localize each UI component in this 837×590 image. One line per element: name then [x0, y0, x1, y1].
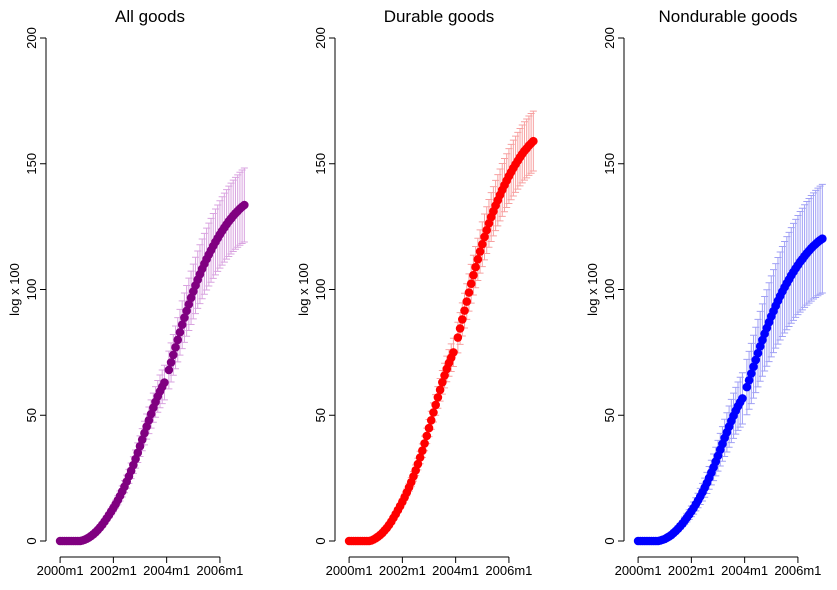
x-tick-label: 2006m1 [485, 563, 532, 578]
data-point [429, 408, 438, 417]
data-point [184, 300, 194, 309]
data-point [464, 288, 474, 297]
data-point [180, 313, 189, 322]
data-point [751, 355, 761, 365]
x-tick-label: 2002m1 [668, 563, 715, 578]
data-point [431, 400, 440, 410]
x-tick-label: 2002m1 [90, 563, 137, 578]
data-point [449, 348, 458, 357]
data-point [480, 232, 489, 242]
data-point [818, 234, 827, 243]
data-point [177, 320, 187, 330]
data-point [477, 239, 487, 249]
data-point [744, 375, 754, 385]
data-point [469, 270, 478, 280]
y-tick-label: 150 [24, 153, 39, 175]
y-tick-label: 0 [602, 537, 617, 544]
data-point [475, 247, 485, 256]
data-point [240, 200, 249, 210]
data-point [738, 394, 747, 403]
data-point [166, 358, 176, 367]
data-point [171, 343, 180, 352]
y-tick-label: 100 [24, 279, 39, 301]
y-tick-label: 0 [313, 537, 328, 544]
y-tick-label: 50 [602, 408, 617, 422]
data-point [422, 431, 432, 441]
data-point [749, 362, 758, 372]
x-tick-label: 2004m1 [721, 563, 768, 578]
data-point [173, 335, 183, 345]
data-point [471, 262, 480, 272]
panel-title: All goods [115, 7, 185, 26]
data-point [462, 297, 472, 306]
panel-title: Durable goods [384, 7, 495, 26]
data-point [473, 255, 483, 264]
data-point [426, 415, 436, 425]
x-tick-label: 2002m1 [379, 563, 426, 578]
data-point [169, 350, 178, 360]
data-point [413, 459, 423, 469]
x-tick-label: 2006m1 [774, 563, 821, 578]
y-tick-label: 0 [24, 537, 39, 544]
x-tick-label: 2000m1 [326, 563, 373, 578]
x-tick-label: 2004m1 [143, 563, 190, 578]
y-axis-label: log x 100 [7, 263, 22, 316]
y-axis-label: log x 100 [585, 263, 600, 316]
data-point [182, 306, 191, 316]
x-tick-label: 2004m1 [432, 563, 479, 578]
x-tick-label: 2000m1 [615, 563, 662, 578]
data-point [418, 446, 427, 456]
data-point [175, 327, 185, 337]
y-tick-label: 100 [313, 279, 328, 301]
data-point [164, 365, 174, 375]
data-point [420, 439, 429, 448]
data-point [458, 315, 467, 324]
data-point [455, 324, 465, 333]
x-tick-label: 2000m1 [37, 563, 84, 578]
data-point [482, 225, 492, 235]
data-point [466, 279, 476, 289]
data-point [135, 441, 145, 451]
data-point [424, 423, 434, 433]
y-tick-label: 100 [602, 279, 617, 301]
panel-title: Nondurable goods [659, 7, 798, 26]
y-tick-label: 50 [24, 408, 39, 422]
data-point [435, 385, 445, 395]
y-tick-label: 200 [24, 27, 39, 49]
data-point [440, 371, 449, 380]
y-tick-label: 150 [602, 153, 617, 175]
y-axis-label: log x 100 [296, 263, 311, 316]
y-tick-label: 50 [313, 408, 328, 422]
data-point [460, 306, 469, 315]
data-point [140, 428, 149, 438]
data-point [433, 393, 443, 402]
data-point [415, 453, 425, 462]
data-point [160, 378, 169, 387]
y-tick-label: 150 [313, 153, 328, 175]
data-point [753, 348, 763, 358]
data-point [133, 448, 143, 458]
data-point [747, 369, 756, 378]
y-tick-label: 200 [313, 27, 328, 49]
data-point [453, 333, 463, 342]
y-tick-label: 200 [602, 27, 617, 49]
x-tick-label: 2006m1 [196, 563, 243, 578]
data-point [438, 378, 447, 387]
data-point [742, 382, 752, 392]
data-point [137, 435, 147, 444]
data-point [529, 136, 538, 146]
